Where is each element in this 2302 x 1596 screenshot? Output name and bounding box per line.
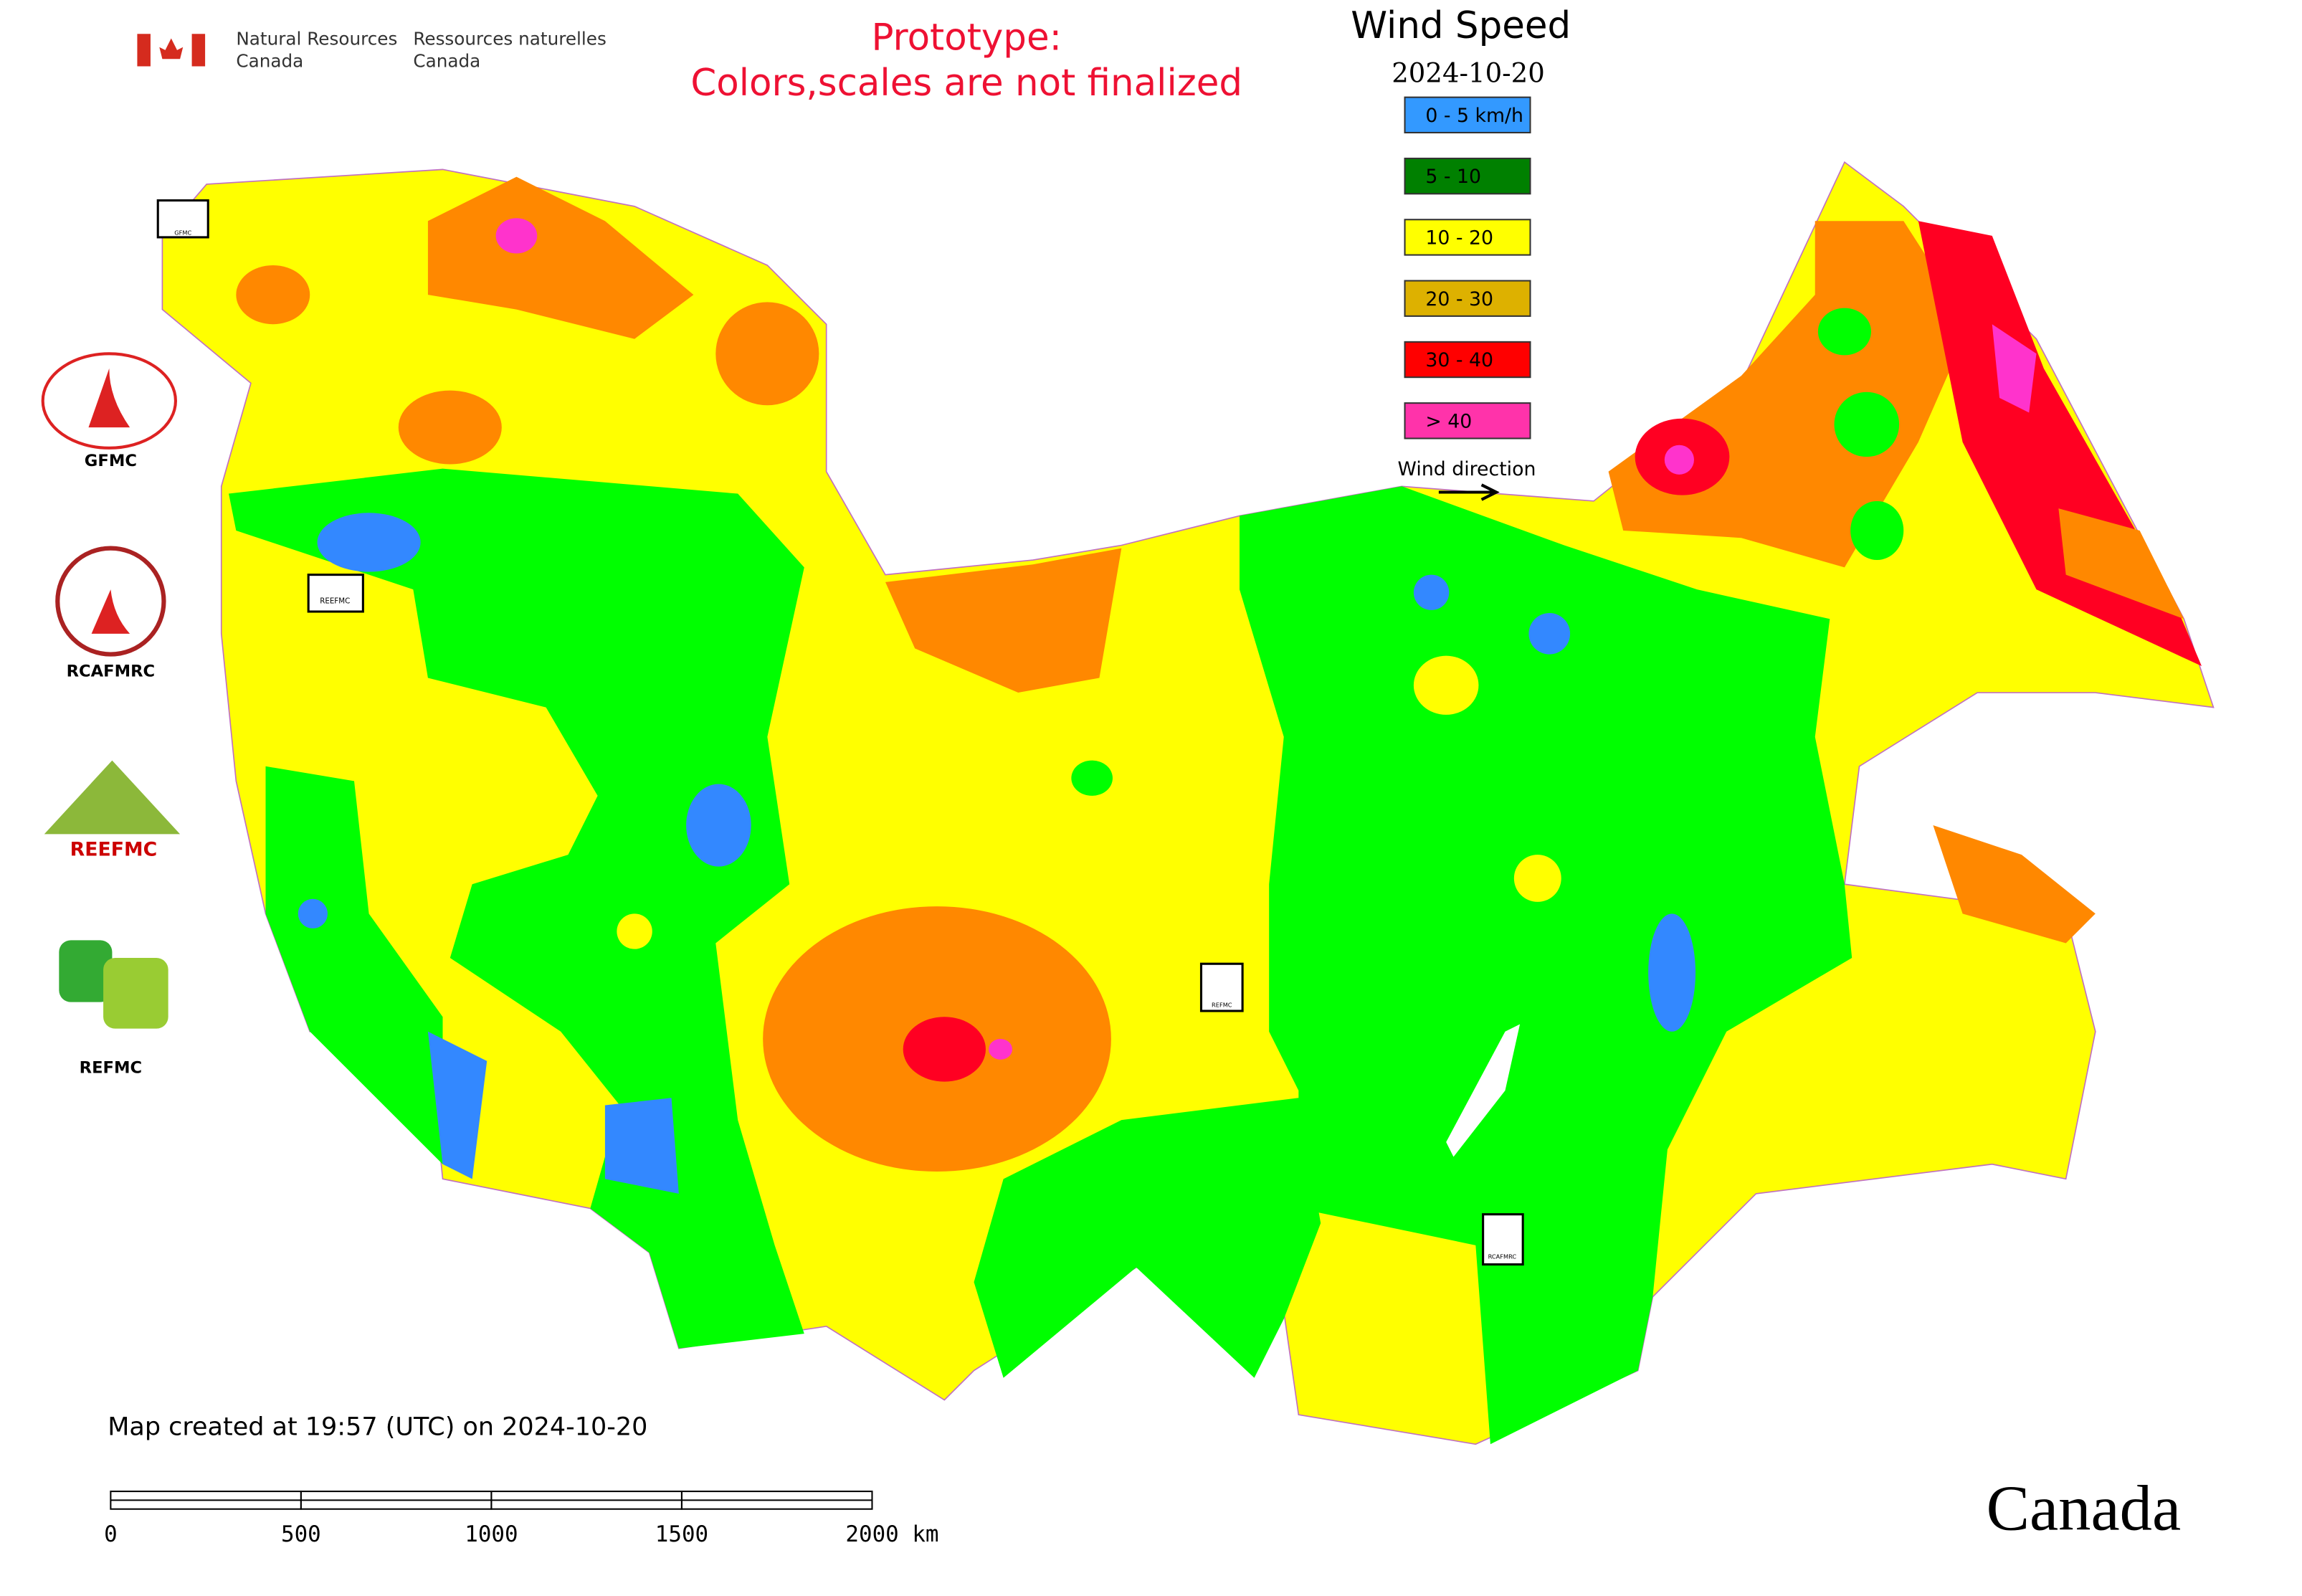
legend-label: 0 - 5 km/h [1425, 105, 1523, 127]
agency-en: Canada [236, 50, 303, 71]
legend-label: 5 - 10 [1425, 166, 1481, 188]
zone-blue [604, 1098, 679, 1194]
scale-label: 0 [104, 1521, 118, 1547]
scale-label: 2000 km [845, 1521, 938, 1547]
lake [1446, 1024, 1521, 1157]
direction-label: Wind direction [1398, 458, 1536, 480]
legend-label: > 40 [1425, 410, 1472, 432]
logo-label: RCAFMRC [67, 662, 156, 681]
notice: Colors,scales are not finalized [690, 62, 1242, 105]
zone-yellow [1513, 855, 1561, 902]
zone-pink [1664, 445, 1694, 475]
zone-yellow [617, 913, 652, 949]
zone-blue [298, 898, 328, 928]
legend-swatch [1404, 219, 1531, 256]
agency-fr: Ressources naturelles [413, 29, 606, 49]
logos: GFMC RCAFMRC REEFMC REFMC [41, 352, 181, 1078]
logo-label: REEFMC [70, 838, 158, 860]
marker-label: GFMC [174, 229, 191, 236]
zone-blue [1528, 613, 1571, 655]
zone-green [1240, 486, 1852, 1445]
zone-green [1850, 500, 1904, 561]
zone-orange [885, 548, 1122, 693]
agency-signature: Natural Resources Canada Ressources natu… [137, 29, 607, 71]
scale-label: 1000 [465, 1521, 518, 1547]
zone-blue [427, 1031, 487, 1179]
marker-label: REEFMC [320, 597, 350, 606]
legend-label: 30 - 40 [1425, 349, 1493, 371]
legend-label: 10 - 20 [1425, 227, 1493, 249]
map-markers: GFMC RCAFMRC REEFMC REFMC [156, 199, 1524, 1266]
zone-blue [317, 513, 421, 572]
created-note: Map created at 19:57 (UTC) on 2024-10-20 [108, 1413, 647, 1442]
zone-orange [427, 176, 694, 339]
zone-orange [236, 265, 310, 325]
zone-orange [398, 390, 502, 465]
zone-pink [989, 1039, 1013, 1060]
agency-en: Natural Resources [236, 29, 397, 49]
wordmark: Canada [1987, 1472, 2182, 1544]
logo-label: GFMC [85, 452, 137, 470]
legend-swatch [1404, 280, 1531, 317]
legend-swatch [1404, 157, 1531, 195]
legend-swatch [1404, 96, 1531, 134]
zone-pink [1992, 324, 2037, 413]
zone-pink [495, 218, 538, 254]
zone-blue [1648, 913, 1696, 1032]
zone-red [903, 1017, 986, 1082]
legend-swatch [1404, 402, 1531, 440]
legend-title: Wind Speed [1351, 4, 1571, 47]
map [161, 161, 2215, 1445]
marker-label: RCAFMRC [1488, 1253, 1517, 1260]
zone-green [974, 1098, 1321, 1378]
zone-orange [2058, 508, 2184, 619]
legend: 0 - 5 km/h 5 - 10 10 - 20 20 - 30 30 - 40 > 4… [1404, 96, 1531, 440]
scale-label: 1500 [655, 1521, 708, 1547]
scale-label: 500 [281, 1521, 321, 1547]
zone-green [1834, 391, 1900, 457]
legend-swatch [1404, 341, 1531, 379]
marker-label: REFMC [1212, 1001, 1232, 1008]
zone-green [265, 766, 443, 1164]
legend-date: 2024-10-20 [1392, 57, 1545, 88]
scale-bar: 0 500 1000 1500 2000 km [104, 1491, 939, 1547]
direction-arrow [1438, 483, 1500, 501]
zone-orange [1933, 825, 2096, 944]
zone-blue [686, 784, 751, 867]
notice: Prototype: [871, 16, 1062, 60]
zone-yellow [1413, 655, 1479, 715]
legend-label: 20 - 30 [1425, 288, 1493, 310]
zone-blue [1413, 574, 1450, 610]
logo-label: REFMC [80, 1059, 142, 1078]
agency-fr: Canada [413, 50, 480, 71]
zone-green [1817, 308, 1871, 356]
zone-green [1071, 760, 1113, 796]
zone-orange [715, 302, 819, 406]
